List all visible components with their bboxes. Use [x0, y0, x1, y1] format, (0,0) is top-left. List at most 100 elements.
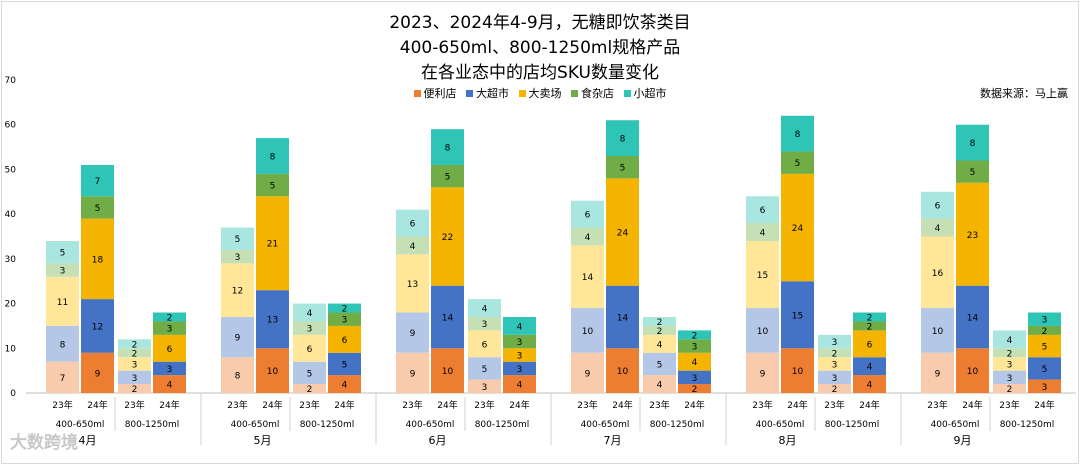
- bar-segment: [221, 227, 254, 250]
- bar-data-label: 2: [867, 313, 873, 323]
- bar-data-label: 6: [482, 340, 488, 350]
- bar-data-label: 6: [342, 336, 348, 346]
- bar-segment: [678, 352, 711, 371]
- bar-data-label: 3: [692, 343, 698, 353]
- bar-segment: [81, 196, 114, 219]
- bar-segment: [431, 187, 464, 286]
- bar-segment: [118, 348, 151, 358]
- bar-data-label: 4: [657, 381, 663, 391]
- bar-data-label: 8: [60, 340, 66, 350]
- x-month-label: 8月: [779, 434, 797, 447]
- legend-swatch: [518, 90, 526, 97]
- bar-segment: [221, 357, 254, 393]
- bar-data-label: 3: [342, 316, 348, 326]
- bar-data-label: 2: [657, 318, 663, 328]
- bar-segment: [818, 357, 851, 371]
- bar-data-label: 8: [270, 153, 276, 163]
- bar-segment: [1028, 334, 1061, 358]
- bar-segment: [221, 263, 254, 317]
- chart-title-line-2: 400-650ml、800-1250ml规格产品: [399, 38, 681, 58]
- bar-data-label: 3: [132, 360, 138, 370]
- bar-segment: [1028, 325, 1061, 335]
- bar-data-label: 4: [342, 381, 348, 391]
- bar-segment: [853, 357, 886, 376]
- bar-segment: [956, 285, 989, 349]
- bar-segment: [643, 316, 676, 326]
- bar-data-label: 2: [692, 385, 698, 395]
- bar-data-label: 6: [867, 340, 873, 350]
- bar-segment: [956, 348, 989, 393]
- y-tick-label: 10: [5, 344, 17, 354]
- bar-segment: [256, 196, 289, 291]
- bar-segment: [571, 308, 604, 353]
- bar-data-label: 3: [517, 351, 523, 361]
- bar-data-label: 21: [267, 240, 278, 250]
- x-size-group-label: 400-650ml: [231, 420, 280, 430]
- x-month-label: 6月: [429, 434, 447, 447]
- bar-segment: [81, 218, 114, 300]
- bar-segment: [993, 348, 1026, 358]
- x-year-label: 24年: [87, 399, 107, 411]
- bar-segment: [921, 218, 954, 237]
- bar-data-label: 4: [517, 322, 523, 332]
- bar-segment: [1028, 312, 1061, 326]
- bar-data-label: 2: [307, 385, 313, 395]
- bar-data-label: 3: [1007, 360, 1013, 370]
- x-size-group-label: 400-650ml: [756, 420, 805, 430]
- x-year-label: 24年: [334, 399, 354, 411]
- bar-data-label: 11: [57, 298, 68, 308]
- bar-segment: [396, 236, 429, 255]
- bar-segment: [293, 361, 326, 385]
- bar-segment: [328, 375, 361, 393]
- bar-segment: [678, 339, 711, 353]
- bar-data-label: 8: [795, 130, 801, 140]
- legend-item-shizadian: 食杂店: [571, 85, 614, 101]
- bar-segment: [643, 352, 676, 376]
- bar-segment: [956, 124, 989, 161]
- legend-item-damaichang: 大卖场: [518, 85, 562, 101]
- bar-segment: [606, 156, 639, 179]
- bar-segment: [46, 276, 79, 326]
- legend-item-bianlidian: 便利店: [413, 85, 457, 101]
- x-size-group-label: 400-650ml: [581, 420, 630, 430]
- x-year-label: 24年: [1034, 399, 1054, 411]
- bar-data-label: 3: [167, 365, 173, 375]
- bar-data-label: 10: [967, 367, 979, 377]
- x-year-label: 24年: [612, 399, 632, 411]
- chart-title-line-1: 2023、2024年4-9月，无糖即饮茶类目: [389, 13, 691, 33]
- bar-segment: [256, 173, 289, 197]
- x-year-label: 23年: [752, 399, 772, 411]
- bar-segment: [571, 200, 604, 228]
- bar-segment: [956, 160, 989, 183]
- bar-data-label: 4: [760, 229, 766, 239]
- bar-segment: [293, 321, 326, 335]
- x-year-label: 23年: [402, 399, 422, 411]
- bar-segment: [606, 285, 639, 349]
- bar-segment: [853, 321, 886, 331]
- bar-data-label: 5: [95, 204, 101, 214]
- bar-data-label: 5: [235, 235, 241, 245]
- bar-segment: [431, 129, 464, 165]
- x-year-label: 24年: [262, 399, 282, 411]
- bar-segment: [746, 240, 779, 309]
- bar-segment: [221, 316, 254, 358]
- bar-data-label: 2: [1042, 327, 1048, 337]
- legend-swatch: [571, 90, 578, 97]
- bar-data-label: 9: [585, 369, 591, 379]
- bar-segment: [503, 348, 536, 362]
- x-size-group-label: 800-1250ml: [475, 420, 530, 430]
- bar-data-label: 4: [167, 381, 173, 391]
- bar-data-label: 2: [692, 331, 698, 341]
- bar-segment: [678, 384, 711, 393]
- bar-data-label: 14: [617, 313, 629, 323]
- x-month-label: 5月: [254, 434, 272, 447]
- bar-segment: [956, 182, 989, 286]
- bar-segment: [921, 236, 954, 309]
- bar-segment: [993, 384, 1026, 393]
- bar-data-label: 5: [970, 168, 976, 178]
- bar-segment: [46, 325, 79, 362]
- bar-data-label: 12: [232, 287, 243, 297]
- bar-data-label: 6: [307, 345, 313, 355]
- bar-data-label: 6: [935, 202, 941, 212]
- bar-data-label: 5: [342, 360, 348, 370]
